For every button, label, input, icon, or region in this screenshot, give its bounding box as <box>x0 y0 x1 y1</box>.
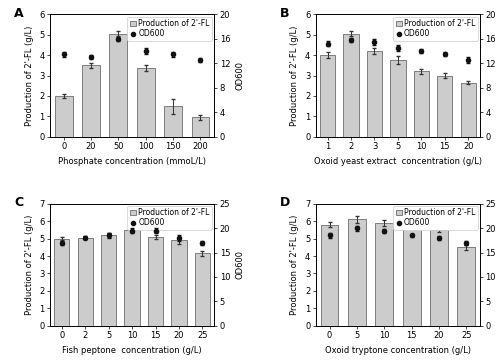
Y-axis label: Production of 2'-FL (g/L): Production of 2'-FL (g/L) <box>24 215 34 315</box>
Bar <box>110 34 128 136</box>
X-axis label: Oxoid tryptone concentration (g/L): Oxoid tryptone concentration (g/L) <box>325 346 471 355</box>
Text: C: C <box>14 197 23 209</box>
Y-axis label: OD600: OD600 <box>236 250 244 279</box>
X-axis label: Oxoid yeast extract  concentration (g/L): Oxoid yeast extract concentration (g/L) <box>314 157 482 166</box>
Bar <box>437 76 452 136</box>
Legend: Production of 2'-FL, OD600: Production of 2'-FL, OD600 <box>394 17 477 41</box>
Bar <box>320 55 335 136</box>
Bar <box>55 96 72 136</box>
Bar <box>82 66 100 136</box>
Bar <box>192 117 210 136</box>
Text: B: B <box>280 7 289 20</box>
Bar <box>376 223 393 326</box>
Bar <box>390 60 406 136</box>
Y-axis label: Production of 2'-FL (g/L): Production of 2'-FL (g/L) <box>24 25 34 126</box>
Legend: Production of 2'-FL, OD600: Production of 2'-FL, OD600 <box>128 206 212 230</box>
Y-axis label: Production of 2'-FL (g/L): Production of 2'-FL (g/L) <box>290 25 300 126</box>
Bar <box>101 235 116 326</box>
Legend: Production of 2'-FL, OD600: Production of 2'-FL, OD600 <box>394 206 477 230</box>
Bar <box>344 34 358 136</box>
X-axis label: Fish peptone  concentration (g/L): Fish peptone concentration (g/L) <box>62 346 202 355</box>
Bar <box>78 238 93 326</box>
Bar <box>195 253 210 326</box>
Bar <box>54 239 70 326</box>
Bar <box>172 240 186 326</box>
Bar <box>137 68 154 136</box>
Text: A: A <box>14 7 24 20</box>
Bar <box>367 51 382 136</box>
Y-axis label: OD600: OD600 <box>236 61 245 90</box>
Legend: Production of 2'-FL, OD600: Production of 2'-FL, OD600 <box>128 17 212 41</box>
Bar <box>460 83 476 136</box>
Bar <box>164 106 182 136</box>
X-axis label: Phosphate concentration (mmoL/L): Phosphate concentration (mmoL/L) <box>58 157 206 166</box>
Bar <box>320 225 338 326</box>
Bar <box>148 237 163 326</box>
Bar <box>124 230 140 326</box>
Y-axis label: Production of 2'-FL (g/L): Production of 2'-FL (g/L) <box>290 215 300 315</box>
Bar <box>402 225 420 326</box>
Text: D: D <box>280 197 290 209</box>
Bar <box>348 219 366 326</box>
Bar <box>430 230 448 326</box>
Bar <box>458 247 475 326</box>
Bar <box>414 71 429 136</box>
